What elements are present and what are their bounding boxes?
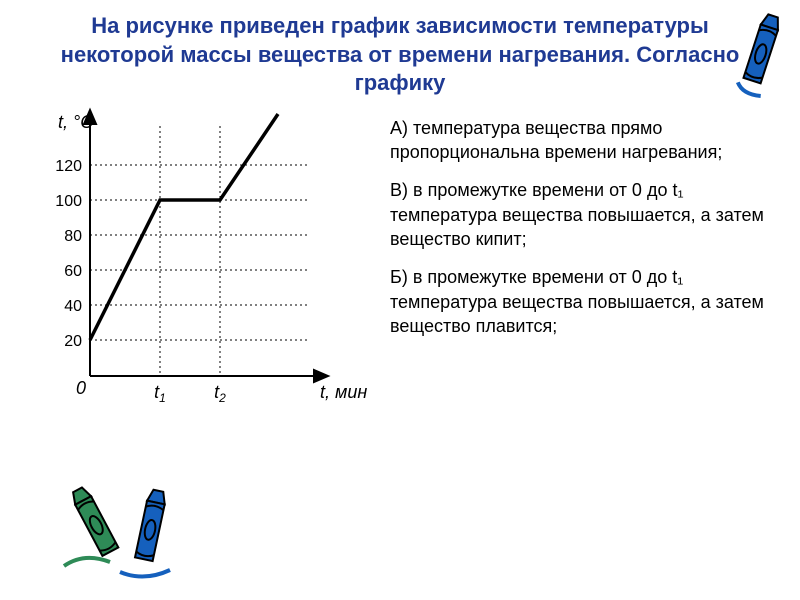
option-a: А) температура вещества прямо пропорцион… (390, 116, 780, 165)
content-row: 20 40 60 80 100 120 0 t1 t2 t, °C t, мин… (0, 106, 800, 431)
x-axis-label: t, мин (320, 382, 367, 402)
crayons-bottom-icon (60, 480, 190, 580)
option-a-text: температура вещества прямо пропорциональ… (390, 118, 722, 162)
xtick-t1: t1 (154, 382, 166, 405)
xtick-t2: t2 (214, 382, 226, 405)
ytick-60: 60 (64, 263, 82, 280)
option-b-label: В) (390, 180, 408, 200)
option-a-label: А) (390, 118, 408, 138)
option-c: Б) в промежутке времени от 0 до t₁ темпе… (390, 265, 780, 338)
chart-container: 20 40 60 80 100 120 0 t1 t2 t, °C t, мин (20, 106, 380, 431)
ytick-40: 40 (64, 298, 82, 315)
y-axis-label: t, °C (58, 112, 94, 132)
ytick-120: 120 (55, 158, 82, 175)
crayon-blue-icon (736, 8, 786, 98)
page-title: На рисунке приведен график зависимости т… (0, 0, 800, 106)
ytick-20: 20 (64, 333, 82, 350)
heating-chart: 20 40 60 80 100 120 0 t1 t2 t, °C t, мин (20, 106, 380, 426)
answer-options: А) температура вещества прямо пропорцион… (380, 106, 780, 431)
option-c-label: Б) (390, 267, 408, 287)
origin-label: 0 (76, 378, 86, 398)
ytick-100: 100 (55, 193, 82, 210)
option-b-text: в промежутке времени от 0 до t₁ температ… (390, 180, 764, 249)
ytick-80: 80 (64, 228, 82, 245)
option-c-text: в промежутке времени от 0 до t₁ температ… (390, 267, 764, 336)
option-b: В) в промежутке времени от 0 до t₁ темпе… (390, 178, 780, 251)
